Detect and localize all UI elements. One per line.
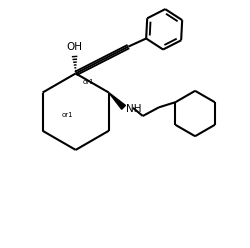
Text: or1: or1 xyxy=(82,79,94,85)
Polygon shape xyxy=(109,93,126,109)
Text: OH: OH xyxy=(66,42,82,52)
Text: NH: NH xyxy=(126,104,141,114)
Text: or1: or1 xyxy=(61,112,73,118)
